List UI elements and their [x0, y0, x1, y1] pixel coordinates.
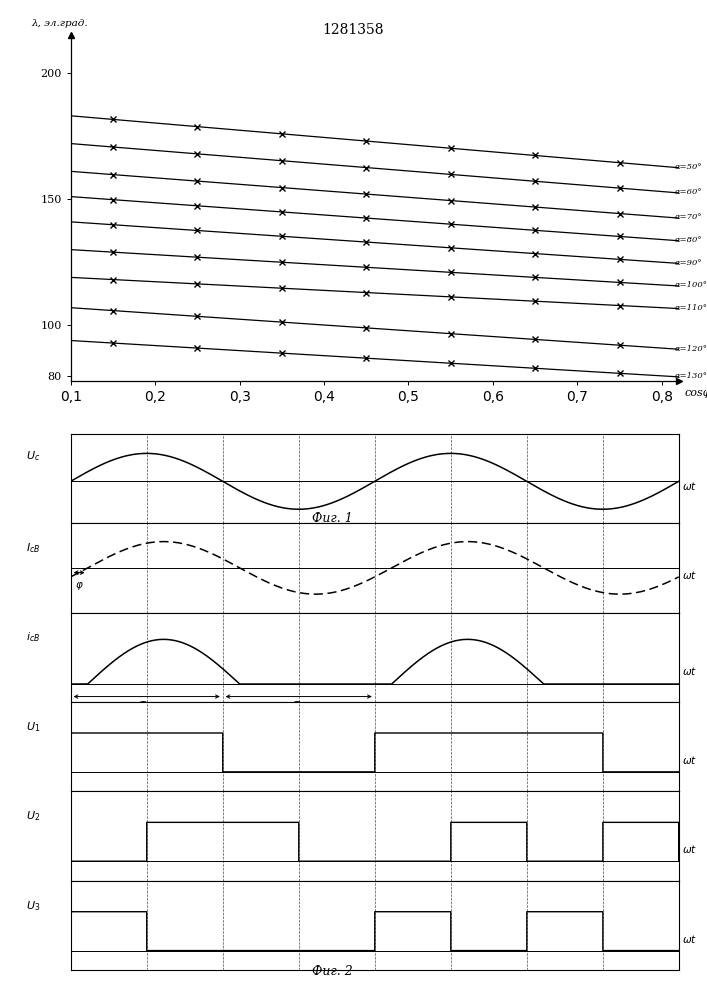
Text: $I_{c\mathit{B}}$: $I_{c\mathit{B}}$	[26, 541, 40, 555]
Text: $\omega t$: $\omega t$	[682, 665, 697, 677]
Text: 1281358: 1281358	[323, 23, 384, 37]
Text: $\omega t$: $\omega t$	[682, 754, 697, 766]
Text: α=100°: α=100°	[674, 281, 707, 289]
Text: $U_1$: $U_1$	[26, 720, 40, 734]
Text: α=130°: α=130°	[674, 372, 707, 380]
Text: α=70°: α=70°	[674, 213, 702, 221]
Text: Фиг. 1: Фиг. 1	[312, 512, 353, 525]
Text: $U_3$: $U_3$	[26, 899, 40, 913]
Text: Фиг. 2: Фиг. 2	[312, 965, 353, 978]
Text: α=90°: α=90°	[674, 259, 702, 267]
Text: α=50°: α=50°	[674, 163, 702, 171]
Text: α=120°: α=120°	[674, 345, 707, 353]
Text: $T_{o\tau}$: $T_{o\tau}$	[139, 699, 154, 712]
Text: $T_\lambda$: $T_\lambda$	[293, 699, 304, 712]
Text: cosφ: cosφ	[685, 388, 707, 398]
Text: $\varphi$: $\varphi$	[75, 580, 83, 592]
Text: α=60°: α=60°	[674, 188, 702, 196]
Text: $\omega t$: $\omega t$	[682, 933, 697, 945]
Text: λ, эл.град.: λ, эл.град.	[31, 19, 88, 28]
Text: $\omega t$: $\omega t$	[682, 569, 697, 581]
Text: α=80°: α=80°	[674, 236, 702, 244]
Text: $U_2$: $U_2$	[26, 809, 40, 823]
Text: $\omega t$: $\omega t$	[682, 480, 697, 492]
Text: $U_c$: $U_c$	[26, 449, 40, 463]
Text: α=110°: α=110°	[674, 304, 707, 312]
Text: $\omega t$: $\omega t$	[682, 843, 697, 855]
Text: $i_{c\mathit{B}}$: $i_{c\mathit{B}}$	[26, 631, 40, 644]
